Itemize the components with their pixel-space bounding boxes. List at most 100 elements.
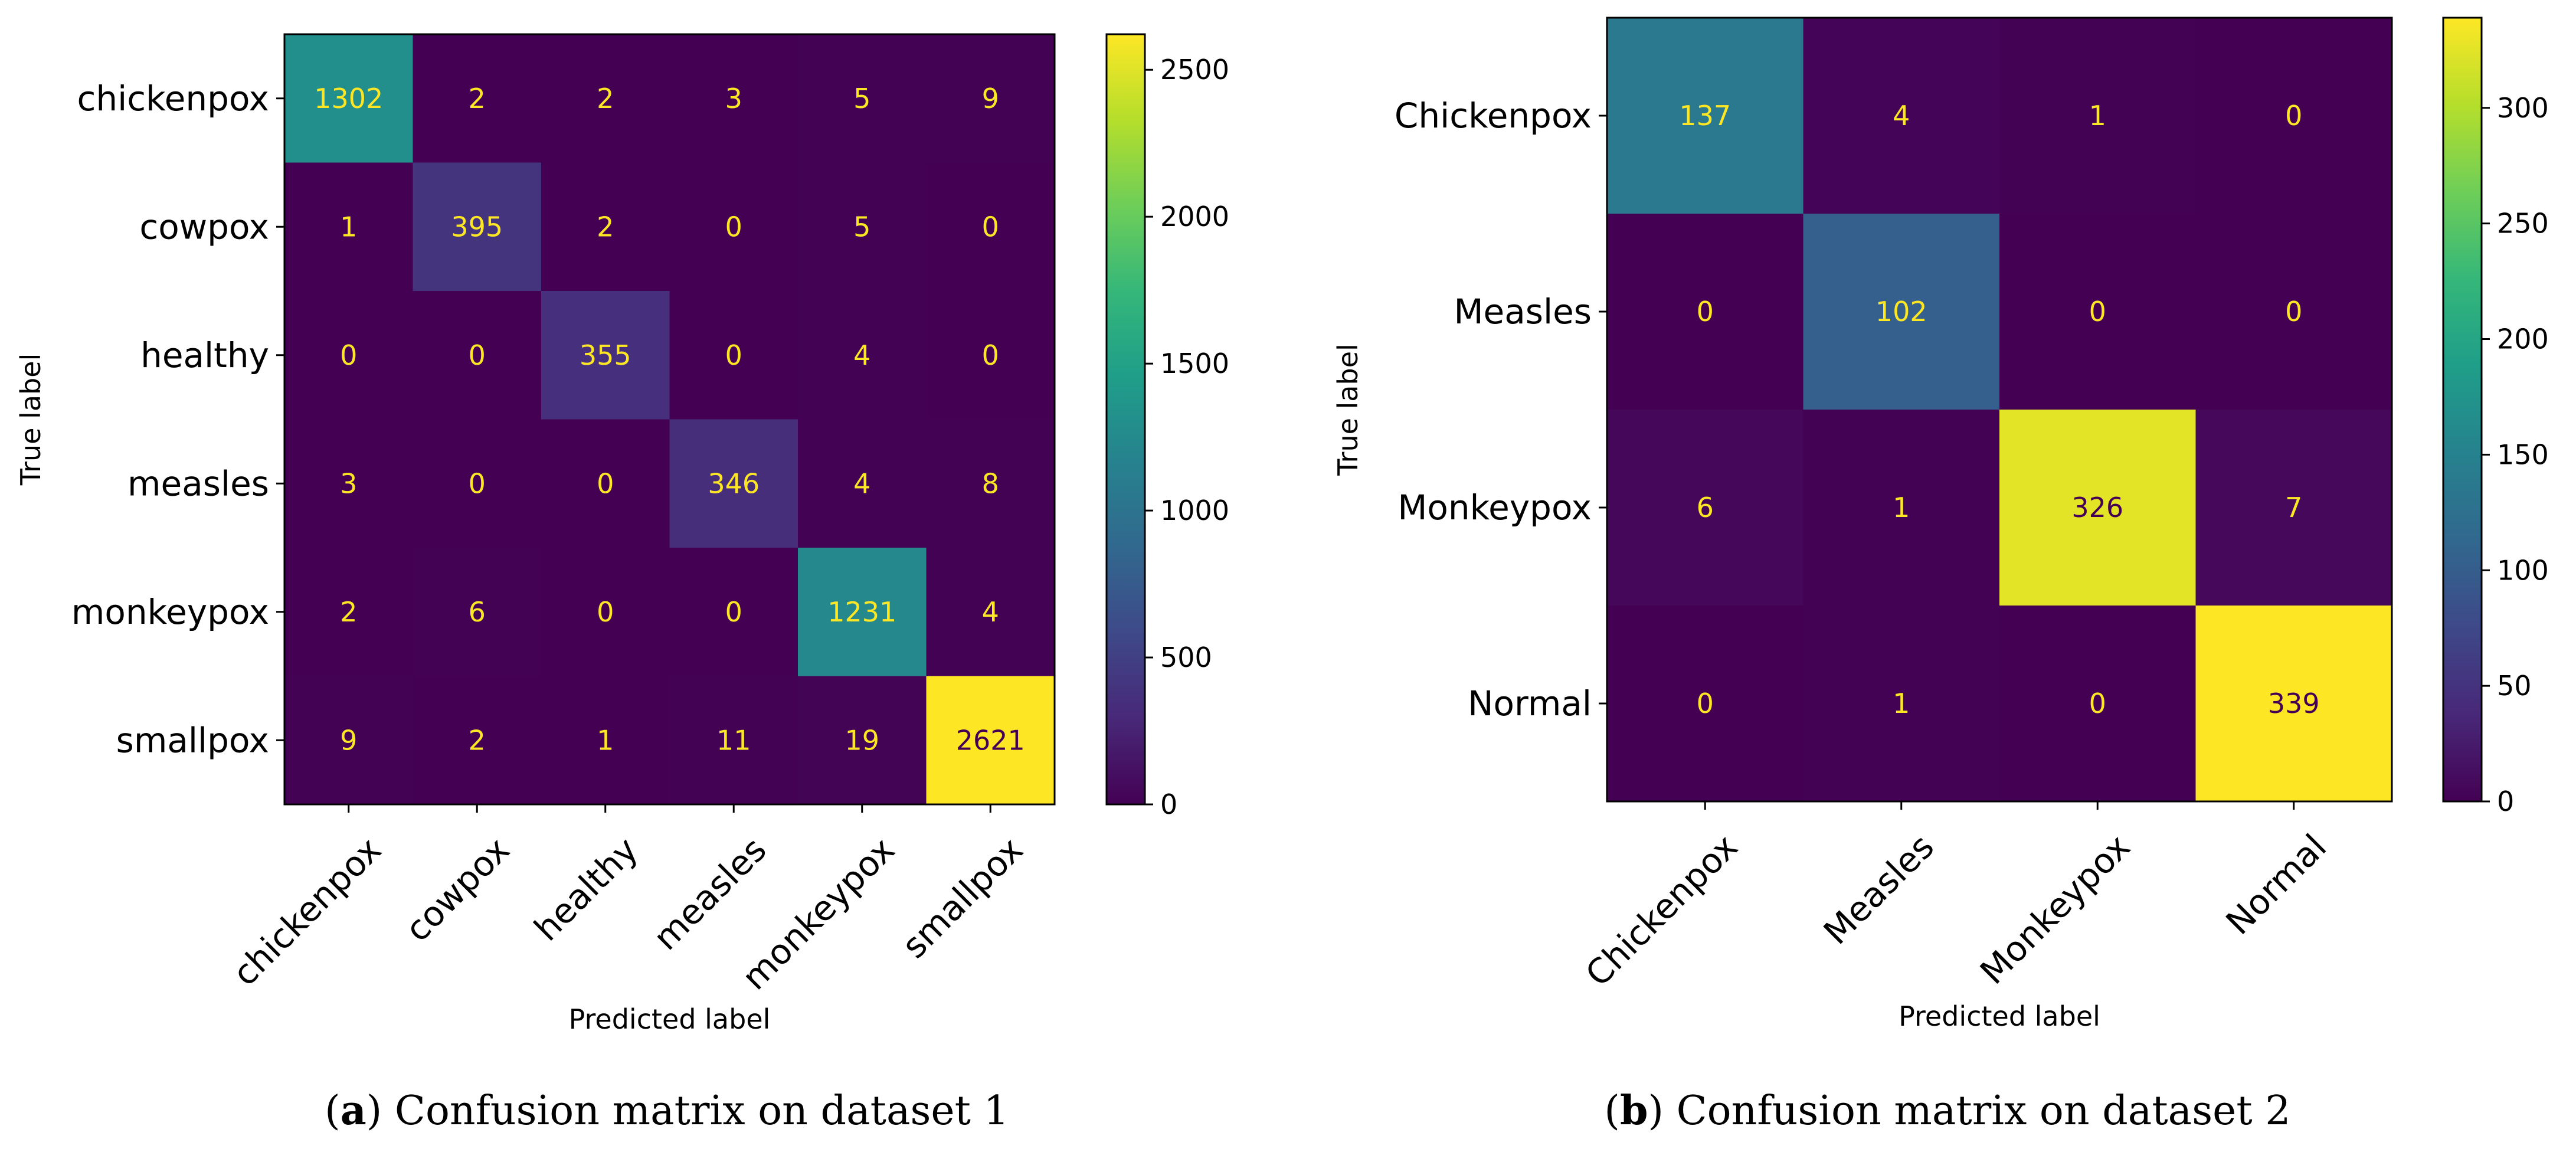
colorbar-tick-label: 250 — [2497, 208, 2549, 240]
colorbar-tick-label: 50 — [2497, 670, 2532, 702]
heatmap-cell-r2-c1 — [1803, 410, 2000, 606]
cell-value-r1-c2: 0 — [2089, 296, 2106, 328]
colorbar — [1105, 33, 1146, 806]
heatmap-cell-r3-c3 — [669, 419, 798, 548]
x-axis-label: Predicted label — [569, 1003, 771, 1035]
colorbar-tick-label: 150 — [2497, 438, 2549, 470]
cell-value-r1-c3: 0 — [2285, 296, 2302, 328]
x-tick-label-chickenpox: chickenpox — [225, 829, 389, 993]
cell-value-r0-c3: 3 — [725, 83, 742, 114]
x-tick-label-cowpox: cowpox — [397, 829, 517, 949]
cell-value-r0-c3: 0 — [2285, 100, 2302, 132]
cell-value-r2-c2: 355 — [580, 339, 631, 371]
colorbar-tick-label: 1000 — [1160, 495, 1229, 526]
heatmap-cell-r2-c1 — [413, 291, 542, 420]
heatmap-cell-r3-c3 — [2195, 606, 2392, 802]
x-axis-label: Predicted label — [1899, 1000, 2100, 1032]
colorbar-tick-label: 2000 — [1160, 201, 1229, 233]
matrix-frame — [283, 33, 1056, 806]
x-tick-label-monkeypox: Monkeypox — [1972, 826, 2138, 991]
heatmap-cell-r1-c1 — [1803, 214, 2000, 410]
colorbar-tick-label: 0 — [1160, 788, 1177, 820]
y-tick-label-chickenpox: chickenpox — [77, 78, 269, 119]
cell-value-r2-c5: 0 — [982, 339, 999, 371]
heatmap-cell-r0-c2 — [541, 34, 670, 163]
cell-value-r0-c0: 137 — [1679, 100, 1731, 132]
y-tick-label-smallpox: smallpox — [116, 720, 269, 760]
heatmap-cell-r1-c0 — [1607, 214, 1803, 410]
heatmap-cell-r3-c2 — [1999, 606, 2196, 802]
cell-value-r3-c3: 346 — [708, 467, 760, 499]
cell-value-r1-c1: 395 — [451, 211, 503, 243]
heatmap-cell-r3-c1 — [1803, 606, 2000, 802]
cell-value-r4-c5: 4 — [982, 596, 999, 628]
cell-value-r2-c0: 0 — [340, 339, 357, 371]
cell-value-r2-c4: 4 — [853, 339, 870, 371]
cell-value-r0-c4: 5 — [853, 83, 870, 114]
heatmap-cell-r4-c5 — [926, 548, 1055, 676]
heatmap-cell-r4-c2 — [541, 548, 670, 676]
cell-value-r0-c2: 1 — [2089, 100, 2106, 132]
y-axis-label: True label — [15, 354, 47, 486]
heatmap-cell-r3-c0 — [284, 419, 413, 548]
cell-value-r2-c0: 6 — [1697, 492, 1714, 523]
heatmap-cell-r1-c0 — [284, 162, 413, 292]
colorbar — [2442, 17, 2483, 803]
heatmap-cell-r3-c2 — [541, 419, 670, 548]
subfigure-caption: (b) Confusion matrix on dataset 2 — [1604, 1087, 2290, 1134]
cell-value-r4-c4: 1231 — [827, 596, 896, 628]
heatmap-cell-r4-c0 — [284, 548, 413, 676]
heatmap-cell-r0-c0 — [284, 34, 413, 163]
cell-value-r1-c4: 5 — [853, 211, 870, 243]
heatmap-cell-r2-c3 — [2195, 410, 2392, 606]
x-tick-label-measles: measles — [646, 829, 774, 958]
heatmap-cell-r0-c3 — [2195, 18, 2392, 214]
heatmap-cell-r4-c1 — [413, 548, 542, 676]
cell-value-r0-c2: 2 — [597, 83, 614, 114]
y-tick-label-measles: Measles — [1454, 292, 1592, 332]
cell-value-r2-c3: 7 — [2285, 492, 2302, 523]
confusion-matrix-panel-a: 1302 2 2 3 5 91 395 2 0 5 00 0 355 0 4 03 0 0 346 4 82 6 0 0 123… — [15, 33, 1229, 1134]
cell-value-r5-c4: 19 — [845, 724, 879, 756]
heatmap-cell-r2-c3 — [669, 291, 798, 420]
y-tick-label-chickenpox: Chickenpox — [1395, 96, 1592, 136]
x-tick-label-measles: Measles — [1816, 826, 1942, 952]
heatmap-cell-r4-c3 — [669, 548, 798, 676]
y-tick-label-cowpox: cowpox — [139, 207, 269, 247]
heatmap-cell-r0-c2 — [1999, 18, 2196, 214]
heatmap-cell-r5-c1 — [413, 676, 542, 805]
cell-value-r3-c2: 0 — [2089, 688, 2106, 719]
heatmap-cell-r1-c3 — [2195, 214, 2392, 410]
heatmap-cell-r2-c0 — [284, 291, 413, 420]
heatmap-cell-r1-c3 — [669, 162, 798, 292]
colorbar-tick-label: 100 — [2497, 554, 2549, 586]
heatmap-cell-r5-c4 — [798, 676, 927, 805]
cell-value-r2-c1: 0 — [469, 339, 486, 371]
y-tick-label-measles: measles — [127, 463, 269, 503]
heatmap-cell-r5-c0 — [284, 676, 413, 805]
x-tick-label-normal: Normal — [2218, 826, 2334, 942]
heatmap-cell-r2-c2 — [541, 291, 670, 420]
heatmap-cell-r0-c3 — [669, 34, 798, 163]
heatmap-cell-r1-c2 — [541, 162, 670, 292]
heatmap-cell-r2-c4 — [798, 291, 927, 420]
y-axis-label: True label — [1332, 343, 1364, 476]
heatmap-cell-r3-c5 — [926, 419, 1055, 548]
cell-value-r4-c2: 0 — [597, 596, 614, 628]
heatmap-cell-r3-c1 — [413, 419, 542, 548]
colorbar-tick-label: 500 — [1160, 642, 1212, 673]
cell-value-r2-c3: 0 — [725, 339, 742, 371]
colorbar-tick-label: 1500 — [1160, 348, 1229, 379]
cell-value-r2-c2: 326 — [2071, 492, 2123, 523]
colorbar-tick-label: 2500 — [1160, 54, 1229, 86]
cell-value-r3-c4: 4 — [853, 467, 870, 499]
heatmap-cell-r0-c1 — [413, 34, 542, 163]
colorbar-tick-label: 300 — [2497, 92, 2549, 124]
cell-value-r5-c1: 2 — [469, 724, 486, 756]
cell-value-r1-c0: 1 — [340, 211, 357, 243]
heatmap-cell-r0-c4 — [798, 34, 927, 163]
cell-value-r3-c5: 8 — [982, 467, 999, 499]
heatmap-cell-r2-c5 — [926, 291, 1055, 420]
cell-value-r4-c3: 0 — [725, 596, 742, 628]
